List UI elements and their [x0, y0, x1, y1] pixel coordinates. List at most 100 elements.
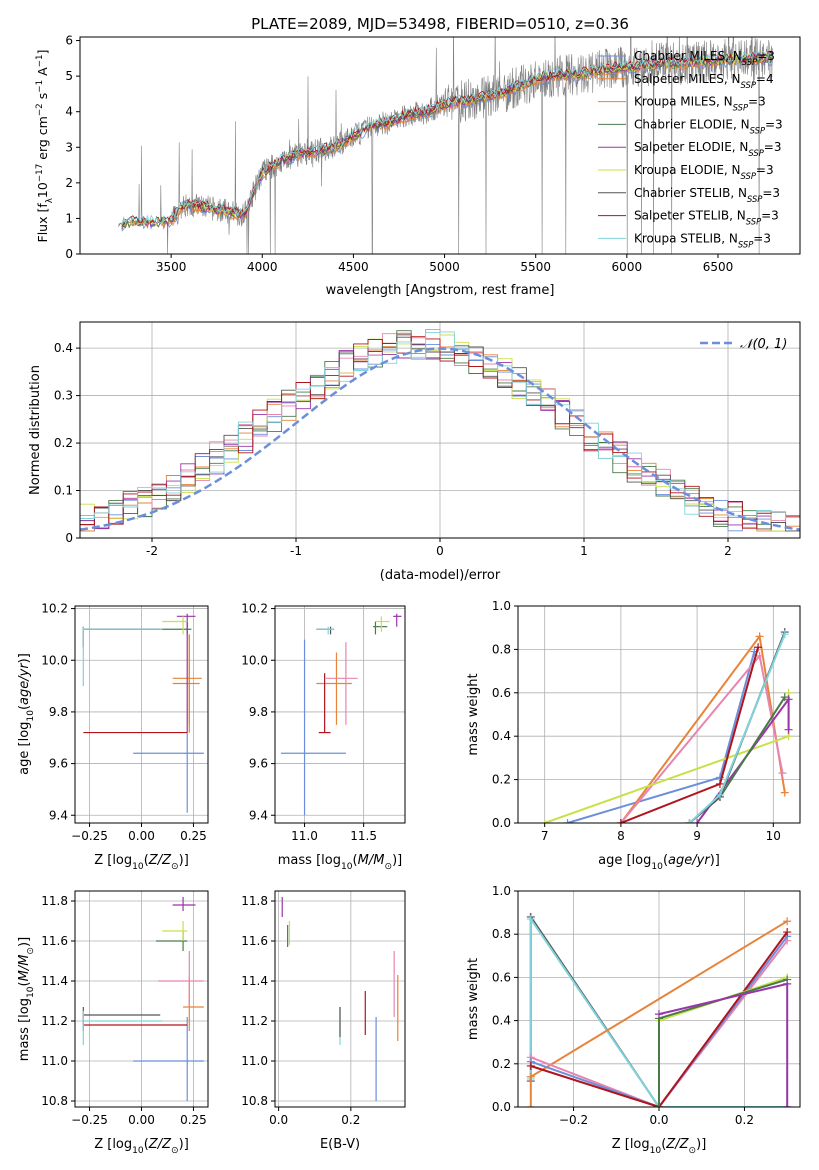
y-tick-label: 11.2 — [241, 1014, 268, 1028]
series-line — [530, 940, 788, 1107]
y-tick-label: 1.0 — [492, 884, 511, 898]
x-tick-label: −0.2 — [559, 1113, 588, 1127]
x-tick-label: 8 — [617, 829, 625, 843]
data-point — [563, 819, 572, 823]
y-tick-label: 10.2 — [241, 602, 268, 616]
data-point — [715, 790, 724, 799]
x-tick-label: -2 — [146, 544, 158, 558]
figure-title: PLATE=2089, MJD=53498, FIBERID=0510, z=0… — [251, 15, 629, 33]
axes-mass-vs-EBV: 0.0 0.2 10.8 11.0 11.2 11.4 11.6 11.8 E(B-V) — [241, 890, 406, 1152]
axes-frame — [274, 605, 406, 824]
data-point — [783, 917, 792, 926]
x-tick-label: 9 — [693, 829, 701, 843]
y-tick-label: 4 — [65, 105, 73, 119]
y-tick-label: 1.0 — [492, 599, 511, 613]
data-point — [783, 928, 792, 937]
x-tick-label: 11.5 — [350, 829, 377, 843]
axes-frame — [79, 36, 801, 255]
y-tick-label: 11.0 — [41, 1054, 68, 1068]
y-tick-label: 11.6 — [241, 934, 268, 948]
data-point — [780, 788, 789, 797]
data-point — [526, 1061, 535, 1070]
x-tick-label: 6000 — [612, 260, 643, 274]
legend-label: Chabrier ELODIE, NSSP=3 — [634, 117, 783, 135]
legend-label: Kroupa MILES, NSSP=3 — [634, 95, 766, 113]
y-tick-label: 11.4 — [241, 974, 268, 988]
plot-area — [275, 606, 405, 823]
data-point — [616, 819, 625, 823]
y-tick-label: 0.2 — [492, 773, 511, 787]
y-tick-label: 3 — [65, 140, 73, 154]
series-line — [530, 931, 789, 1107]
y-tick-label: 9.6 — [49, 757, 68, 771]
y-tick-label: 0.8 — [492, 927, 511, 941]
x-tick-label: 0.25 — [180, 1113, 207, 1127]
y-tick-label: 9.4 — [249, 808, 268, 822]
plot-area — [80, 322, 800, 538]
y-tick-label: 9.6 — [249, 757, 268, 771]
legend-label: Chabrier MILES, NSSP=3 — [634, 49, 775, 67]
data-point — [754, 643, 763, 652]
plot-area — [118, 37, 774, 254]
data-point — [655, 1010, 663, 1019]
data-point — [755, 632, 764, 641]
y-tick-label: 11.0 — [241, 1054, 268, 1068]
y-tick-label: 10.8 — [41, 1094, 68, 1108]
axes-residuals: -2 -1 0 1 2 0 0.1 0.2 0.3 0.4 (data-model)/error No… — [28, 321, 801, 583]
x-axis-label: wavelength [Angstrom, rest frame] — [326, 283, 555, 298]
y-axis-label: mass weight — [466, 673, 481, 755]
x-tick-label: 3500 — [156, 260, 187, 274]
data-point — [526, 1072, 535, 1081]
plot-area — [518, 606, 800, 823]
x-axis-label: Z [log10(Z/Z⊙)] — [94, 1137, 189, 1156]
x-axis-label: Z [log10(Z/Z⊙)] — [94, 853, 189, 872]
y-axis-label: Flux [fλ10−17 erg cm−2 s−1 A−1] — [35, 50, 55, 243]
x-tick-label: 0.25 — [180, 829, 207, 843]
y-tick-label: 6 — [65, 34, 73, 48]
x-tick-label: 0.00 — [128, 829, 155, 843]
y-axis-label: mass [log10(M/M⊙)] — [17, 937, 36, 1061]
y-axis-label: mass weight — [466, 958, 481, 1040]
series-line — [529, 915, 788, 1107]
legend-label: Kroupa ELODIE, NSSP=3 — [634, 163, 774, 181]
x-tick-label: 6500 — [703, 260, 734, 274]
y-tick-label: 10.0 — [241, 653, 268, 667]
data-point — [693, 819, 702, 823]
plot-area — [75, 606, 208, 823]
y-tick-label: 0.0 — [492, 816, 511, 830]
data-point — [540, 819, 549, 823]
model-spectrum — [121, 50, 774, 226]
x-tick-label: -1 — [290, 544, 302, 558]
plot-area — [275, 891, 405, 1107]
plot-area — [75, 891, 208, 1107]
y-tick-label: 0 — [65, 247, 73, 261]
legend-label: Salpeter MILES, NSSP=4 — [634, 72, 774, 90]
data-point — [526, 915, 535, 924]
data-point — [655, 1103, 663, 1107]
x-tick-label: 10 — [766, 829, 781, 843]
x-tick-label: 0.0 — [649, 1113, 668, 1127]
x-tick-label: 0.2 — [735, 1113, 754, 1127]
y-tick-label: 0 — [65, 531, 73, 545]
x-tick-label: 2 — [724, 544, 732, 558]
axes-age-vs-Z: −0.25 0.00 0.25 9.4 9.6 9.8 10.0 10.2 Z [log10(Z… — [17, 602, 209, 872]
y-tick-label: 5 — [65, 69, 73, 83]
axes-mass-vs-Z: −0.25 0.00 0.25 10.8 11.0 11.2 11.4 11.6 11.8 Z [… — [17, 890, 209, 1156]
x-tick-label: 5000 — [429, 260, 460, 274]
y-tick-label: 0.6 — [492, 970, 511, 984]
y-tick-label: 0.2 — [54, 436, 73, 450]
legend-label: 𝒩(0, 1) — [740, 337, 787, 352]
histogram-series — [80, 336, 800, 529]
x-tick-label: 0.0 — [269, 1113, 288, 1127]
y-tick-label: 10.8 — [241, 1094, 268, 1108]
y-tick-label: 11.2 — [41, 1014, 68, 1028]
model-spectrum — [121, 50, 774, 227]
legend-label: Salpeter STELIB, NSSP=3 — [634, 209, 779, 227]
data-point — [780, 630, 789, 639]
x-axis-label: E(B-V) — [320, 1137, 360, 1152]
y-tick-label: 2 — [65, 176, 73, 190]
y-axis-label: Normed distribution — [28, 365, 43, 495]
data-point — [780, 693, 789, 702]
y-tick-label: 0.1 — [54, 484, 73, 498]
